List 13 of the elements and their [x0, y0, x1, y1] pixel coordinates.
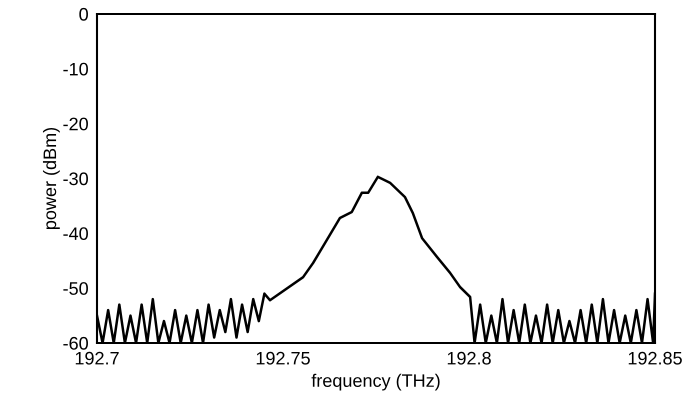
y-tick-label: 0 [79, 8, 88, 21]
x-tick-label: 192.75 [256, 352, 310, 365]
y-tick-label: -20 [63, 118, 88, 130]
y-tick-label: -60 [63, 336, 88, 350]
y-tick-label: -30 [63, 172, 88, 186]
y-tick-label: -50 [63, 282, 88, 295]
y-tick-label: -10 [63, 62, 88, 76]
x-tick-label: 192.85 [628, 352, 682, 365]
x-axis-title: frequency (THz) [312, 374, 440, 391]
x-tick-label: 192.7 [76, 352, 119, 365]
x-tick-label: 192.8 [448, 352, 491, 365]
y-tick-label: -40 [63, 227, 88, 240]
y-axis-title: power (dBm) [42, 128, 60, 230]
